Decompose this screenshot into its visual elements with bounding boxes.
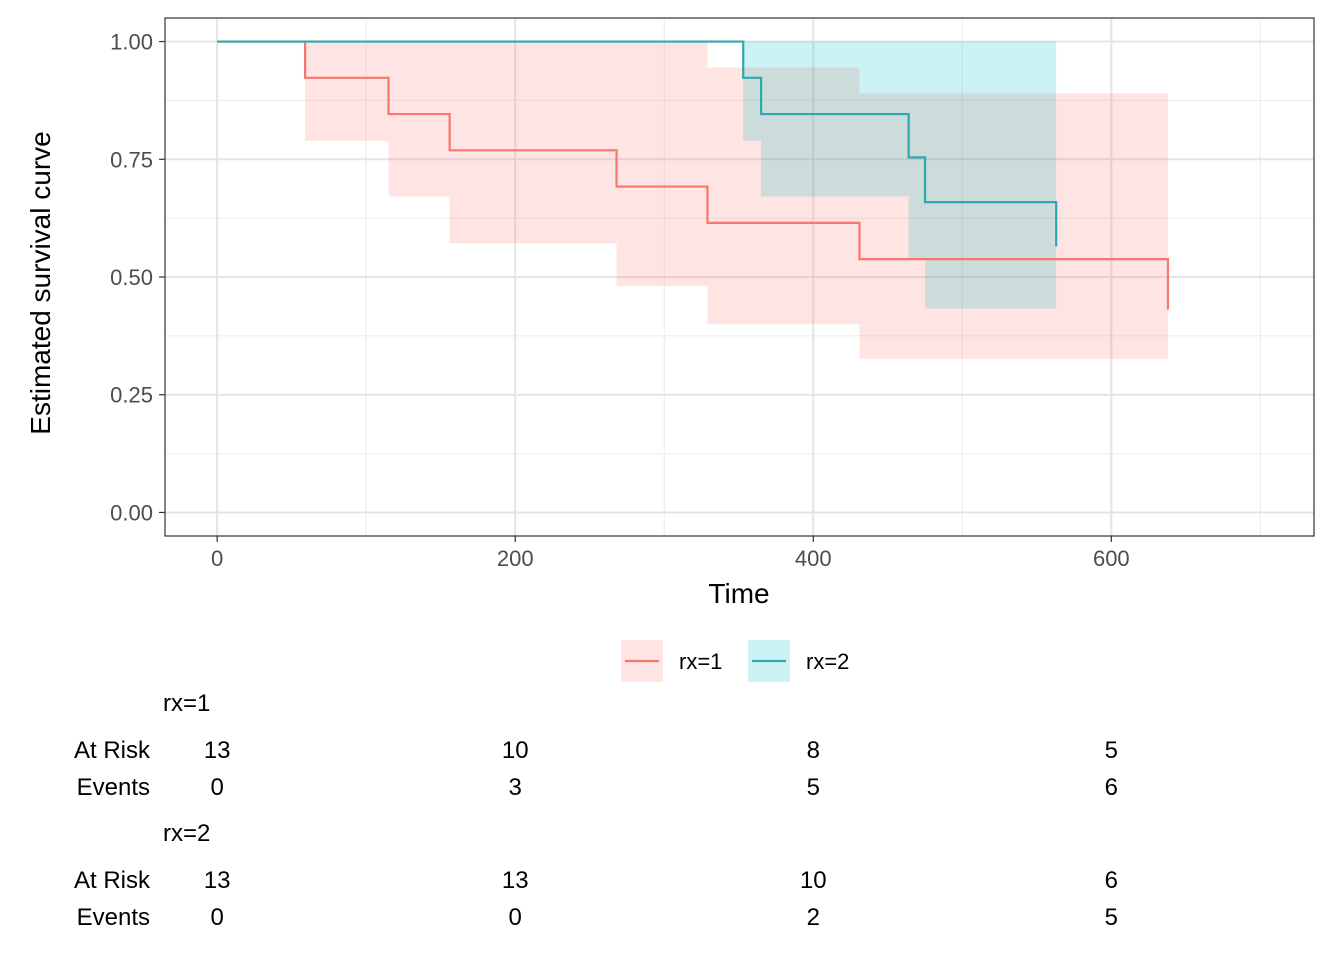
confidence-band-segment xyxy=(743,41,762,141)
y-tick-label: 0.00 xyxy=(110,500,153,525)
risk-group-label: rx=2 xyxy=(163,820,210,847)
survival-line xyxy=(217,40,1058,247)
y-axis-title: Estimated survival curve xyxy=(25,131,56,434)
y-axis-ticks: 0.00 0.25 0.50 0.75 1.00 xyxy=(110,30,165,525)
risk-events-value: 5 xyxy=(1105,904,1118,931)
risk-events-value: 0 xyxy=(210,904,223,931)
confidence-band-segment xyxy=(761,41,909,197)
risk-row-label-at-risk: At Risk xyxy=(74,867,151,894)
y-tick-label: 0.25 xyxy=(110,383,153,408)
confidence-band-segment xyxy=(908,41,926,259)
legend-label: rx=1 xyxy=(679,649,722,674)
confidence-bands xyxy=(305,41,1168,359)
risk-row-label-events: Events xyxy=(77,904,150,931)
plot-panel xyxy=(164,17,1315,537)
risk-at-risk-value: 6 xyxy=(1105,867,1118,894)
risk-events-value: 6 xyxy=(1105,774,1118,801)
grid-lines xyxy=(165,18,1314,536)
risk-events-value: 0 xyxy=(210,774,223,801)
risk-at-risk-value: 10 xyxy=(800,867,827,894)
risk-events-value: 2 xyxy=(807,904,820,931)
confidence-band-segment xyxy=(925,41,1057,309)
risk-at-risk-value: 8 xyxy=(807,737,820,764)
confidence-band-segment xyxy=(616,41,708,286)
risk-at-risk-value: 5 xyxy=(1105,737,1118,764)
risk-events-value: 0 xyxy=(509,904,522,931)
y-tick-label: 0.50 xyxy=(110,265,153,290)
confidence-band-segment xyxy=(305,41,389,141)
confidence-band-segment xyxy=(388,41,450,197)
risk-at-risk-value: 13 xyxy=(204,737,231,764)
survival-lines xyxy=(217,40,1170,310)
risk-events-value: 3 xyxy=(509,774,522,801)
x-tick-label: 0 xyxy=(211,546,223,571)
risk-group-label: rx=1 xyxy=(163,690,210,717)
x-tick-label: 400 xyxy=(795,546,832,571)
x-tick-label: 600 xyxy=(1093,546,1130,571)
risk-at-risk-value: 13 xyxy=(502,867,529,894)
y-tick-label: 0.75 xyxy=(110,147,153,172)
confidence-band-segment xyxy=(707,67,860,325)
legend-label: rx=2 xyxy=(806,649,849,674)
legend: rx=1 rx=2 xyxy=(621,640,849,682)
risk-row-label-events: Events xyxy=(77,774,150,801)
risk-table: rx=1 At Risk 13 10 8 5 Events 0 3 5 6 rx=2 At Risk 13… xyxy=(74,690,1118,931)
x-axis-ticks: 0 200 400 600 xyxy=(211,536,1130,571)
confidence-band-segment xyxy=(449,41,617,244)
survival-line xyxy=(217,40,1170,310)
risk-at-risk-value: 10 xyxy=(502,737,529,764)
confidence-band-segment xyxy=(859,93,1168,359)
risk-row-label-at-risk: At Risk xyxy=(74,737,151,764)
y-tick-label: 1.00 xyxy=(110,30,153,55)
x-tick-label: 200 xyxy=(497,546,534,571)
x-axis-title: Time xyxy=(708,578,769,609)
risk-events-value: 5 xyxy=(807,774,820,801)
risk-at-risk-value: 13 xyxy=(204,867,231,894)
